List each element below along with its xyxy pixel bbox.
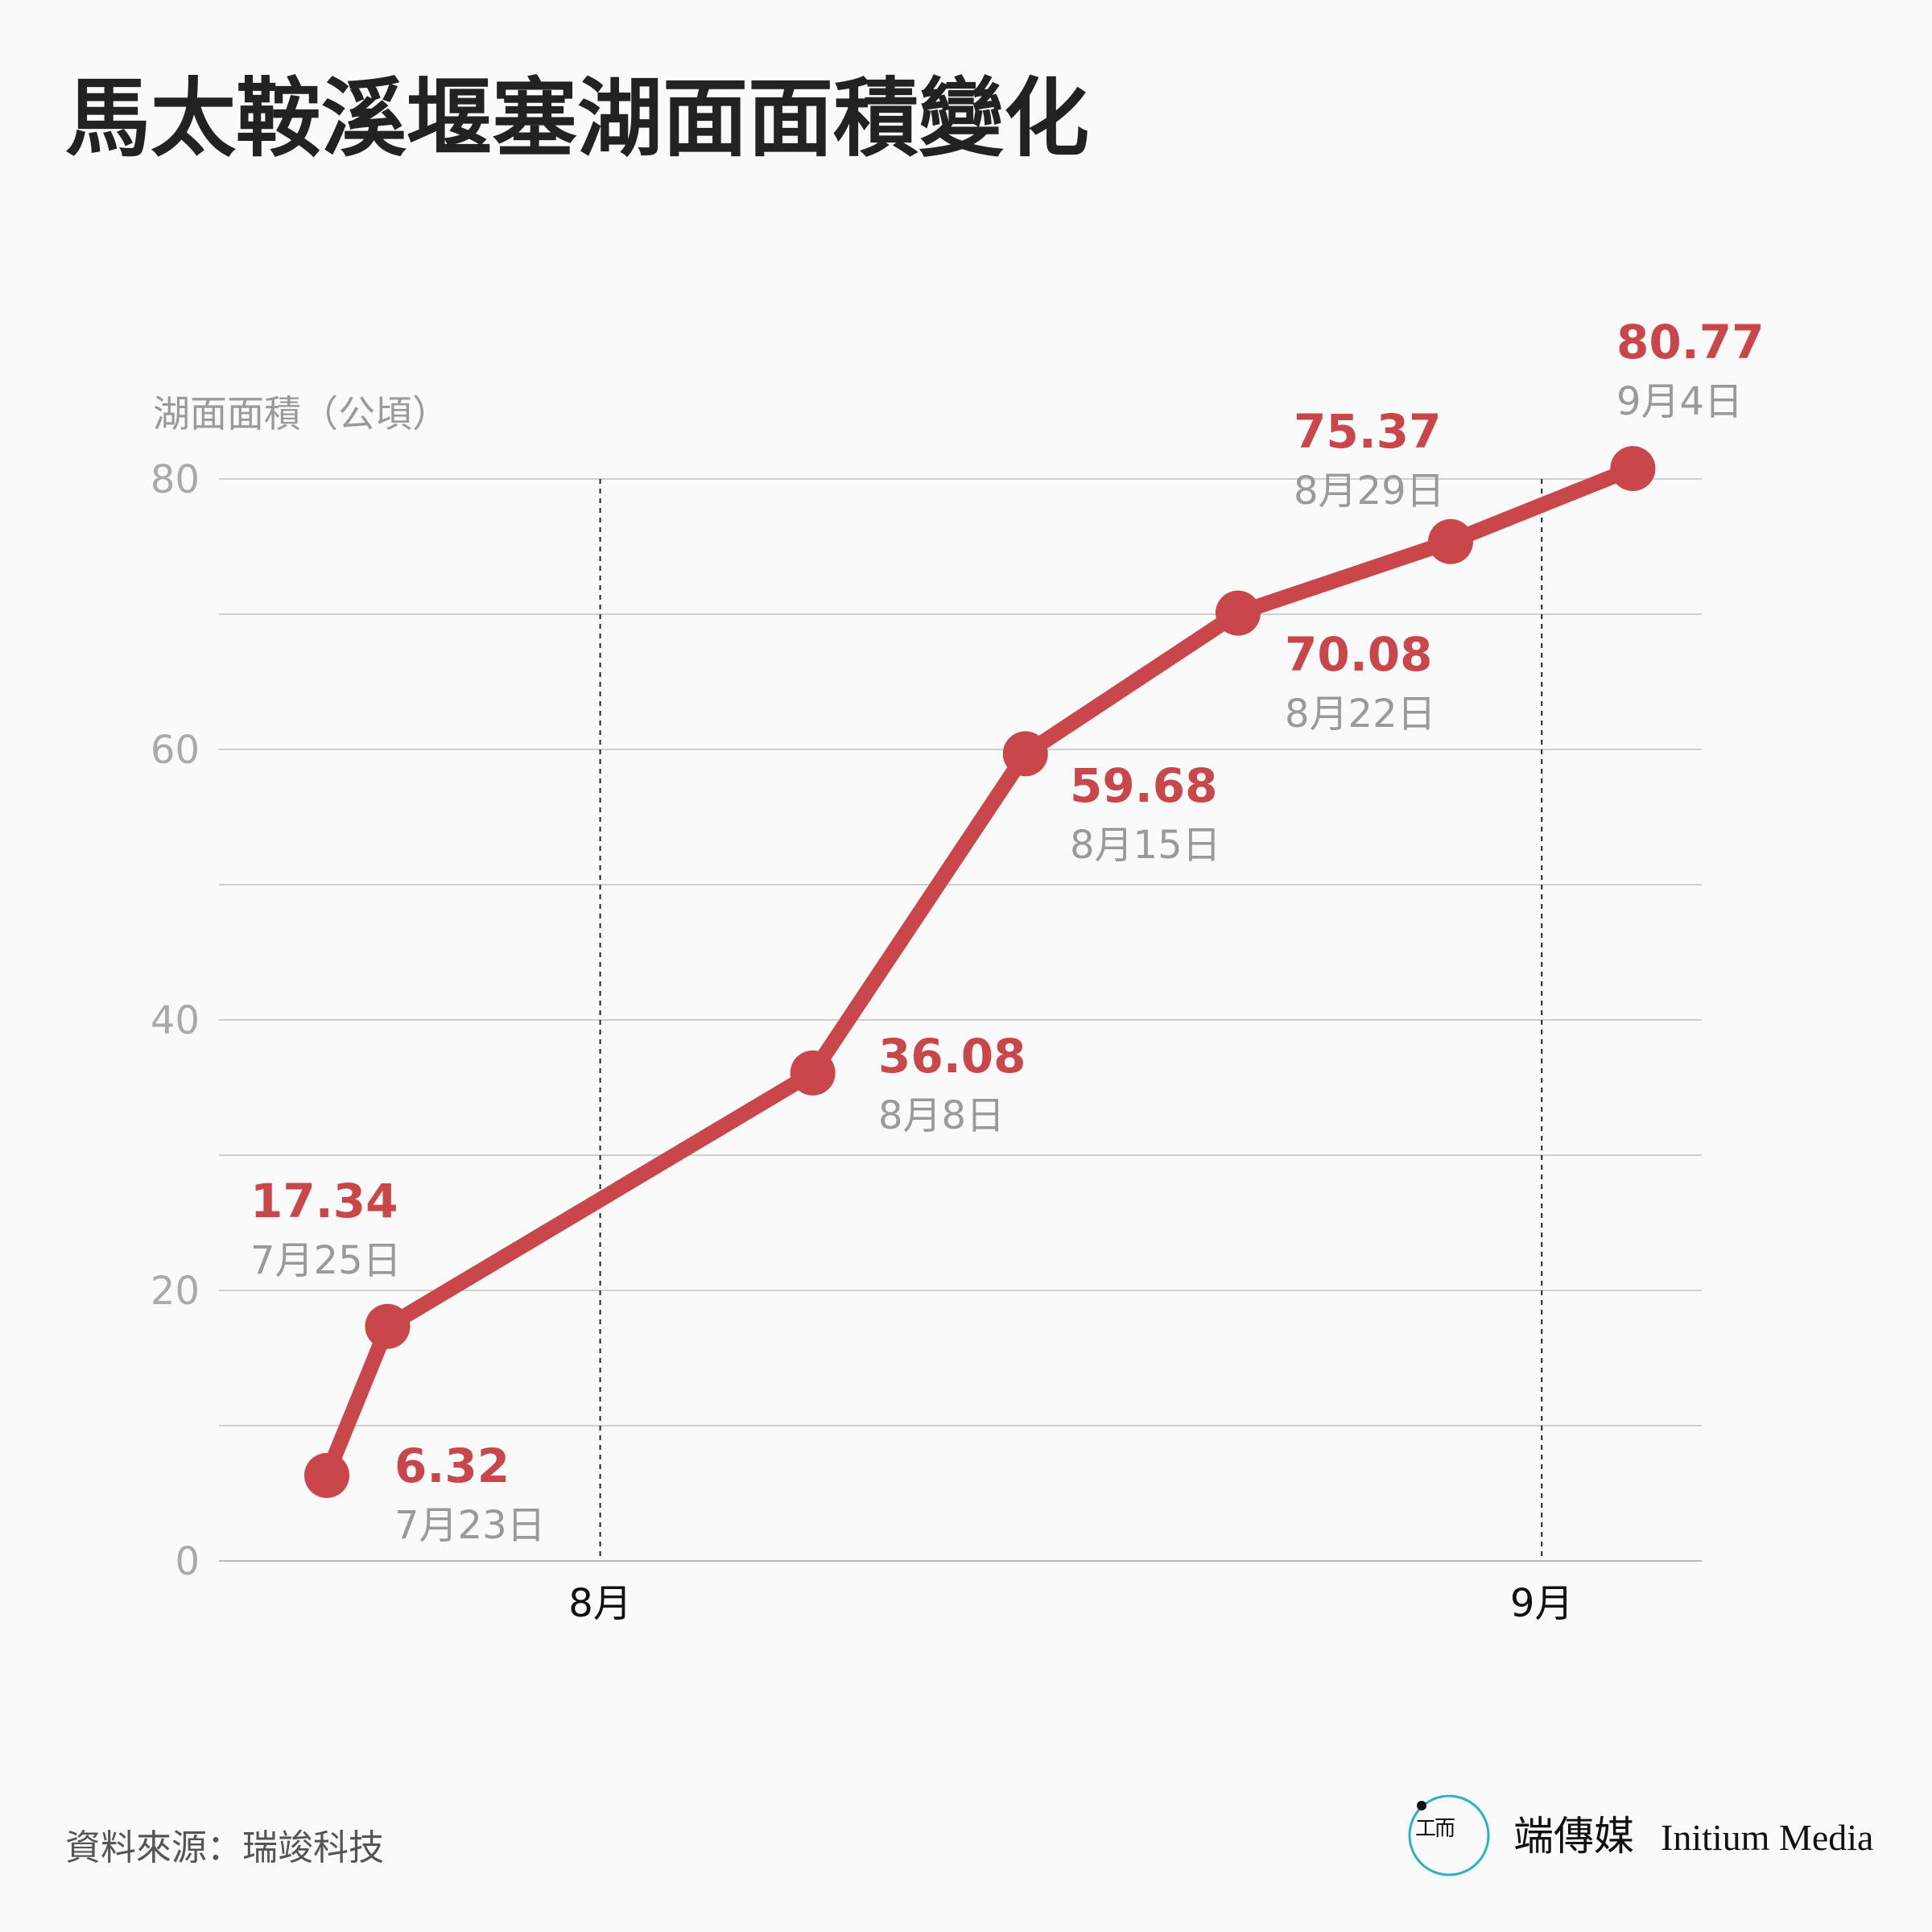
data-value-label: 36.08 xyxy=(878,1029,1026,1084)
data-date-label: 9月4日 xyxy=(1616,379,1743,424)
data-point xyxy=(1002,731,1048,777)
y-axis-title: 湖面面積（公頃） xyxy=(153,392,449,436)
data-point xyxy=(1428,518,1474,564)
series-path xyxy=(319,460,1641,1484)
logo-mark-2: 而 xyxy=(1435,1817,1455,1841)
x-tick-label: 9月 xyxy=(1510,1581,1574,1626)
data-value-label: 17.34 xyxy=(250,1174,398,1228)
data-value-label: 6.32 xyxy=(394,1439,510,1493)
x-tick-label: 8月 xyxy=(568,1581,632,1626)
source-note: 資料來源：瑞竣科技 xyxy=(65,1827,384,1868)
y-tick-label: 80 xyxy=(151,457,200,502)
logo-chinese: 端傳媒 xyxy=(1513,1813,1634,1860)
data-point xyxy=(790,1050,836,1096)
data-point xyxy=(1215,590,1261,636)
data-value-label: 75.37 xyxy=(1294,404,1441,459)
y-axis: 0 20 40 60 80 xyxy=(151,457,200,1584)
logo-dot xyxy=(1417,1801,1426,1810)
data-labels: 6.32 7月23日 17.34 7月25日 36.08 8月8日 59.68 8月15日 70… xyxy=(250,315,1764,1548)
data-date-label: 7月25日 xyxy=(250,1238,402,1283)
data-date-label: 8月22日 xyxy=(1285,691,1436,737)
data-point xyxy=(365,1303,411,1349)
gridlines xyxy=(219,478,1702,1562)
data-value-label: 80.77 xyxy=(1616,315,1764,369)
data-point xyxy=(1610,446,1656,492)
y-tick-label: 20 xyxy=(151,1269,200,1314)
logo-mark: 工 xyxy=(1415,1817,1436,1841)
data-date-label: 8月15日 xyxy=(1070,823,1221,868)
chart-title: 馬太鞍溪堰塞湖面面積變化 xyxy=(65,69,1089,168)
y-tick-label: 40 xyxy=(151,998,200,1043)
data-date-label: 8月29日 xyxy=(1294,469,1445,514)
series-line xyxy=(304,446,1656,1498)
data-date-label: 7月23日 xyxy=(394,1503,546,1548)
logo-circle xyxy=(1408,1794,1490,1876)
y-tick-label: 0 xyxy=(175,1539,200,1584)
logo: 工 而 端傳媒 Initium Media xyxy=(1408,1794,1873,1876)
data-value-label: 59.68 xyxy=(1070,758,1217,813)
data-value-label: 70.08 xyxy=(1285,627,1432,682)
data-point xyxy=(304,1452,349,1498)
y-tick-label: 60 xyxy=(151,728,200,773)
x-axis: 8月 9月 xyxy=(568,479,1573,1626)
data-date-label: 8月8日 xyxy=(878,1093,1005,1138)
logo-english: Initium Media xyxy=(1661,1817,1873,1858)
